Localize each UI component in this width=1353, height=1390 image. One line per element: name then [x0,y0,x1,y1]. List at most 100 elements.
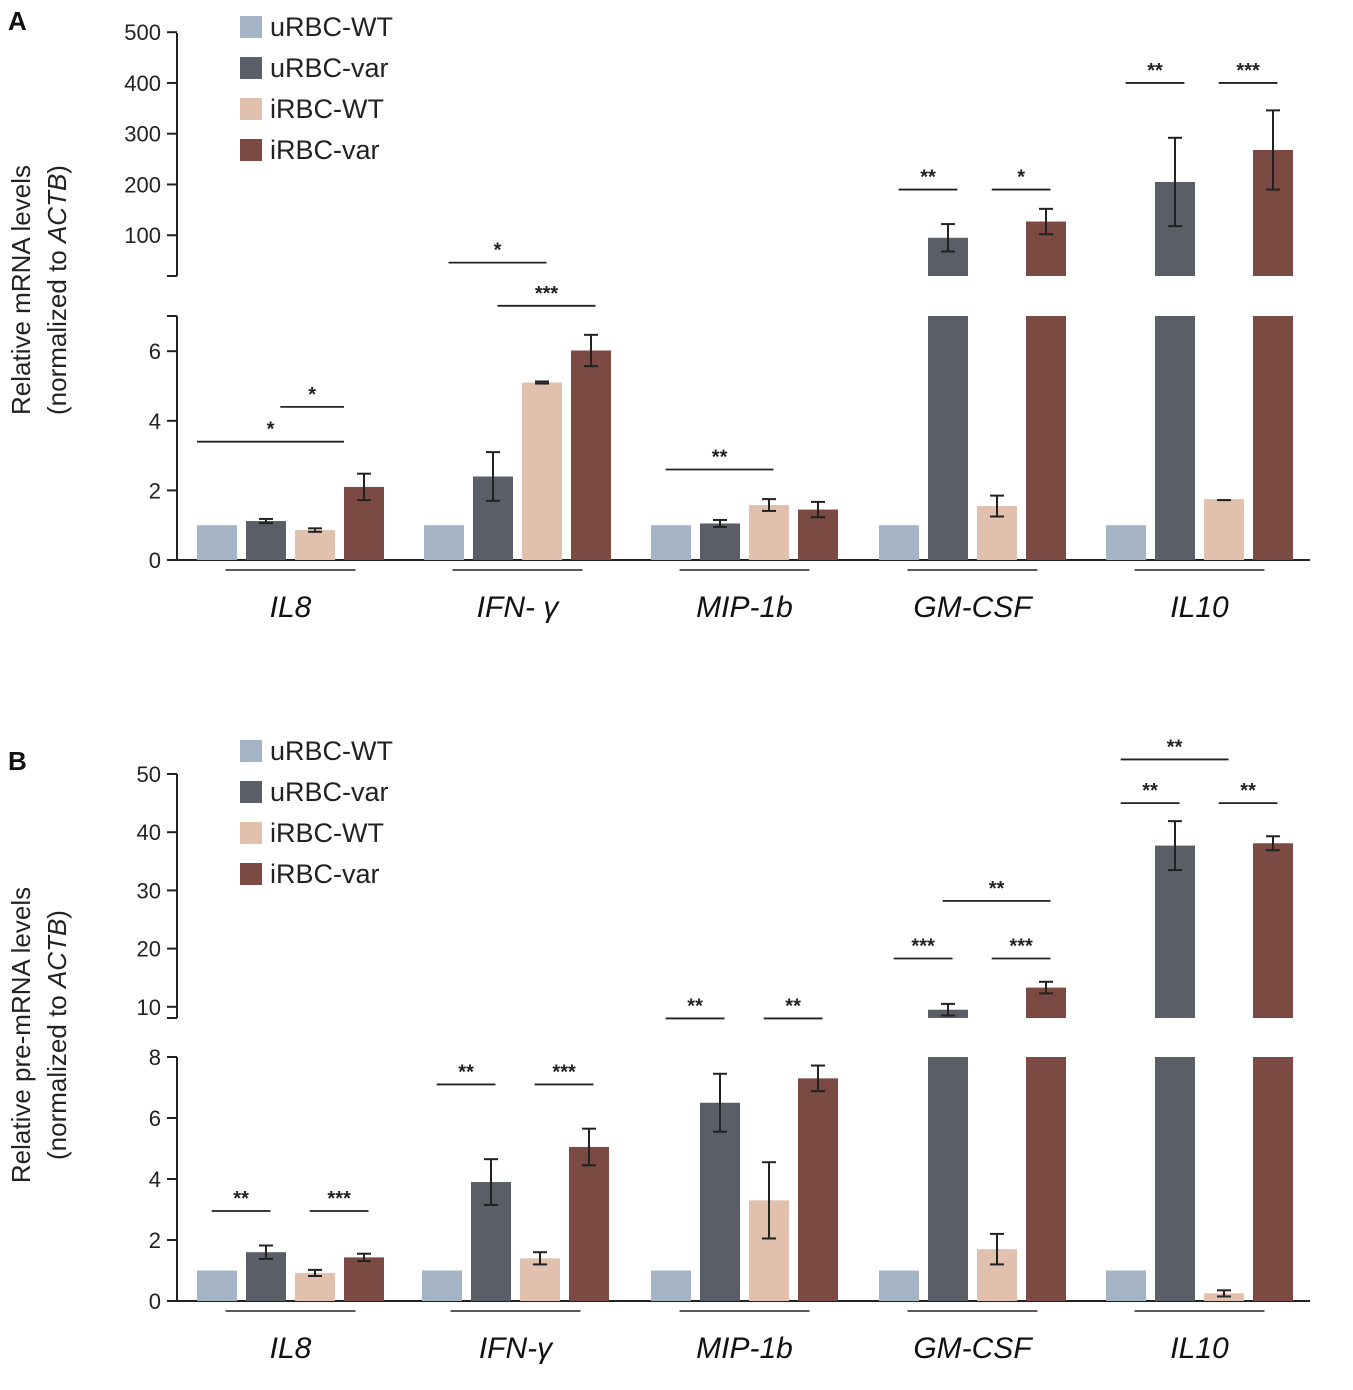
legend-swatch-uRBC-WT [240,740,262,762]
significance-label: * [494,240,502,262]
legend-swatch-iRBC-WT [240,822,262,844]
category-label-IL8: IL8 [270,591,312,624]
legend-label-uRBC-var: uRBC-var [270,53,389,83]
category-label-MIP-1b: MIP-1b [696,591,793,624]
y-axis-subtitle-gene: ACTB [42,919,72,990]
legend-swatch-iRBC-var [240,863,262,885]
y-axis-subtitle-prefix: (normalized to [42,243,72,415]
bar-uRBC-var-GM-CSF-lower [928,316,968,560]
significance-label: ** [785,995,801,1017]
bar-iRBC-var-IFN-γ [569,1146,609,1301]
significance-label: ** [989,878,1005,900]
significance-label: ** [1167,736,1183,758]
y-tick-label-upper: 30 [137,878,161,903]
significance-label: *** [552,1061,576,1083]
panel-label: B [8,746,27,776]
y-axis-title: Relative mRNA levels [6,165,36,415]
bar-uRBC-WT-IFN- γ [424,525,464,560]
y-tick-label-lower: 4 [149,409,161,434]
significance-label: *** [911,935,935,957]
category-label-IL10: IL10 [1170,1332,1229,1365]
significance-label: *** [1236,60,1260,82]
bar-iRBC-WT-IL8 [295,1272,335,1301]
bar-uRBC-WT-IL10 [1106,1270,1146,1301]
bar-iRBC-WT-IFN-γ [520,1258,560,1301]
y-axis-subtitle-suffix: ) [42,165,72,174]
bar-uRBC-WT-IL8 [197,1270,237,1301]
significance-label: *** [327,1188,351,1210]
category-label-GM-CSF: GM-CSF [913,1332,1033,1365]
legend-label-iRBC-WT: iRBC-WT [270,818,384,848]
bar-iRBC-var-IL10-upper [1253,843,1293,1018]
y-tick-label-upper: 200 [124,172,161,197]
category-label-IL10: IL10 [1170,591,1229,624]
y-tick-label-upper: 40 [137,820,161,845]
legend-label-iRBC-var: iRBC-var [270,859,380,889]
bar-iRBC-var-IL8 [344,1257,384,1301]
bar-uRBC-WT-GM-CSF [879,1270,919,1301]
significance-label: * [267,419,275,441]
y-tick-label-lower: 0 [149,548,161,573]
legend-label-iRBC-var: iRBC-var [270,135,380,165]
y-tick-label-lower: 6 [149,339,161,364]
y-axis-subtitle-suffix: ) [42,910,72,919]
bar-iRBC-WT-IL8 [295,530,335,560]
y-axis-subtitle: (normalized to ACTB) [42,165,72,415]
y-axis-title: Relative pre-mRNA levels [6,887,36,1183]
significance-label: *** [1009,935,1033,957]
y-tick-label-upper: 400 [124,71,161,96]
y-tick-label-lower: 2 [149,478,161,503]
y-tick-label-upper: 300 [124,122,161,147]
y-tick-label-upper: 50 [137,762,161,787]
bar-uRBC-WT-IFN-γ [422,1270,462,1301]
bar-uRBC-var-IL8 [246,1252,286,1301]
chart-panel-A: A Relative mRNA levels (normalized to ACTB… [6,6,1310,624]
significance-label: ** [1142,780,1158,802]
y-tick-label-lower: 4 [149,1167,161,1192]
bar-uRBC-WT-GM-CSF [879,525,919,560]
y-axis-subtitle-prefix: (normalized to [42,988,72,1160]
significance-label: ** [458,1061,474,1083]
y-tick-label-upper: 100 [124,223,161,248]
bar-uRBC-var-IL10-upper [1155,845,1195,1018]
bar-iRBC-var-IL10-lower [1253,316,1293,560]
significance-label: ** [1240,780,1256,802]
bar-uRBC-var-IL10-lower [1155,316,1195,560]
legend-label-uRBC-WT: uRBC-WT [270,736,393,766]
legend-label-uRBC-var: uRBC-var [270,777,389,807]
y-tick-label-upper: 20 [137,937,161,962]
y-tick-label-upper: 500 [124,20,161,45]
significance-label: ** [1147,60,1163,82]
bar-uRBC-WT-IL10 [1106,525,1146,560]
significance-label: ** [920,167,936,189]
y-axis-subtitle-gene: ACTB [42,174,72,245]
legend-swatch-uRBC-var [240,781,262,803]
category-label-GM-CSF: GM-CSF [913,591,1033,624]
legend-label-iRBC-WT: iRBC-WT [270,94,384,124]
bar-iRBC-var-GM-CSF-lower [1026,1057,1066,1301]
bar-uRBC-WT-MIP-1b [651,1270,691,1301]
bar-uRBC-var-GM-CSF-lower [928,1057,968,1301]
y-tick-label-lower: 0 [149,1289,161,1314]
significance-label: ** [687,995,703,1017]
category-label-IL8: IL8 [270,1332,312,1365]
bar-iRBC-WT-IFN- γ [522,382,562,560]
bar-iRBC-var-MIP-1b [798,1078,838,1301]
bar-iRBC-WT-IL10 [1204,499,1244,560]
bar-uRBC-WT-IL8 [197,525,237,560]
legend-swatch-uRBC-WT [240,16,262,38]
y-tick-label-lower: 6 [149,1106,161,1131]
significance-label: ** [233,1188,249,1210]
legend-swatch-iRBC-WT [240,98,262,120]
bar-uRBC-var-IL8 [246,521,286,560]
significance-label: *** [535,283,559,305]
chart-panel-B: B Relative pre-mRNA levels (normalized to … [6,736,1310,1365]
category-label-MIP-1b: MIP-1b [696,1332,793,1365]
y-tick-label-upper: 10 [137,995,161,1020]
panel-label: A [8,6,27,36]
y-tick-label-lower: 2 [149,1228,161,1253]
bar-uRBC-var-IL10-lower [1155,1057,1195,1301]
category-label-IFN- γ: IFN- γ [477,591,561,624]
y-axis-subtitle: (normalized to ACTB) [42,910,72,1160]
